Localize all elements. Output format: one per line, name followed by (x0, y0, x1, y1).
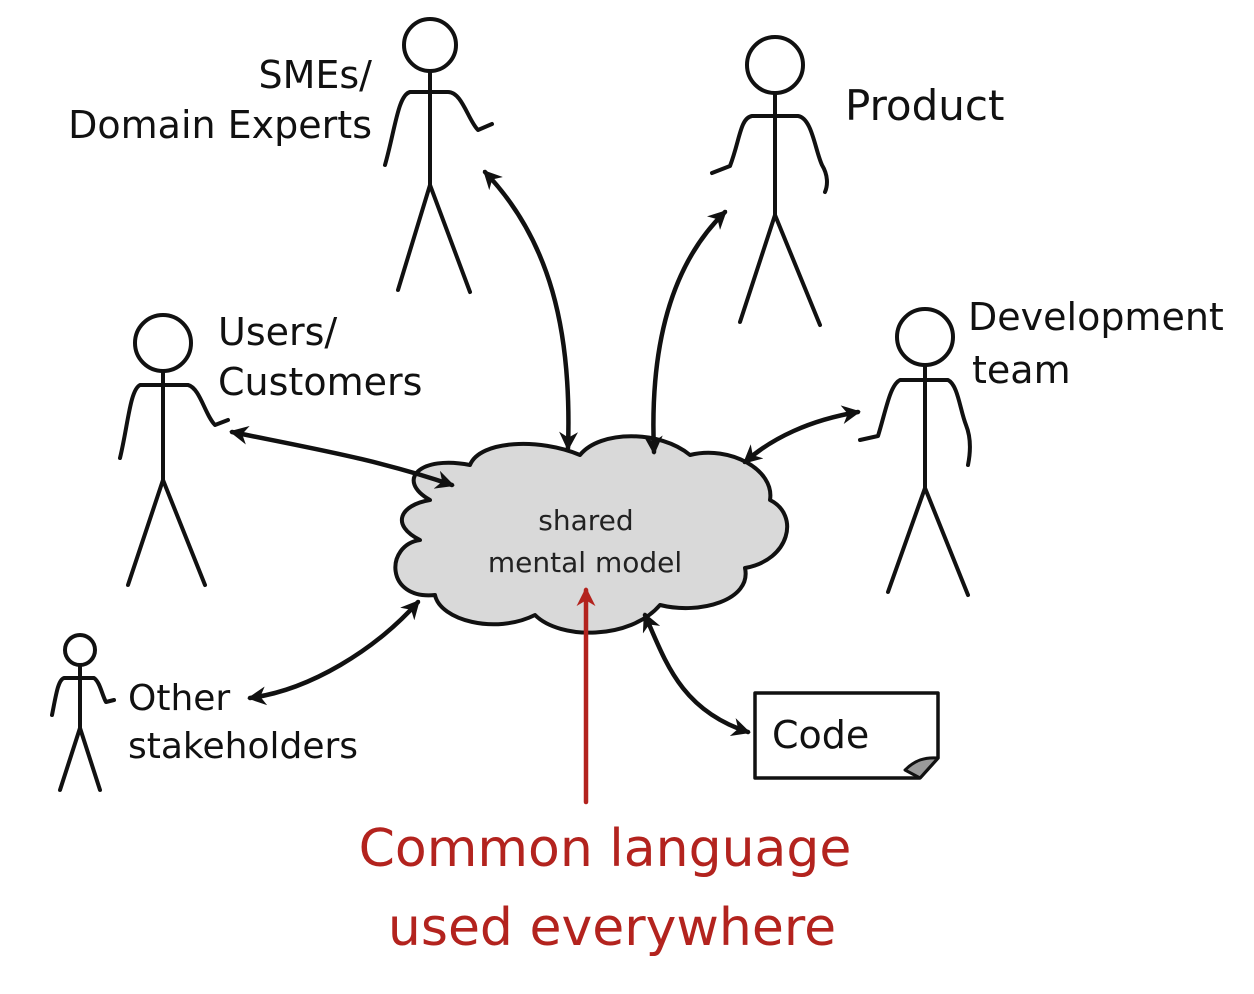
head-product (745, 35, 805, 95)
label-dev-team-line-2: team (972, 348, 1071, 392)
arrow-users-cloud (229, 425, 455, 489)
arrow-dev-team-cloud (742, 405, 861, 465)
body-dev-team (858, 363, 972, 597)
code-page: Code (753, 691, 940, 780)
label-product: Product (845, 81, 1004, 130)
body-product (710, 91, 829, 327)
arrows (229, 169, 861, 805)
callout-line-2: used everywhere (388, 898, 836, 958)
label-users-line-1: Users/ (218, 310, 337, 354)
cloud-label-line-1: shared (538, 504, 633, 537)
stick-figure-product (710, 35, 829, 327)
head-users (133, 313, 193, 373)
head-other (63, 633, 97, 667)
label-other-line-1: Other (128, 678, 230, 719)
label-users: Users/ Customers (218, 310, 422, 404)
stick-figure-smes (383, 17, 494, 294)
callout-line-1: Common language (359, 819, 852, 879)
head-dev-team (895, 307, 955, 367)
callout-common-language: Common language used everywhere (359, 819, 852, 958)
label-smes-line-1: SMEs/ (258, 53, 372, 97)
shared-mental-model-cloud: shared mental model (393, 434, 790, 635)
label-other-line-2: stakeholders (128, 726, 358, 767)
arrow-product-cloud (643, 209, 728, 455)
label-dev-team-line-1: Development (968, 295, 1224, 339)
arrow-code-cloud (642, 612, 751, 737)
code-label: Code (772, 713, 869, 757)
cloud-label-line-2: mental model (488, 546, 682, 579)
arrow-other-cloud (247, 599, 421, 706)
stick-figure-users (118, 313, 230, 587)
label-smes: SMEs/ Domain Experts (68, 53, 372, 147)
stick-figure-other (50, 633, 116, 792)
body-smes (383, 69, 494, 294)
body-other (50, 663, 116, 792)
label-smes-line-2: Domain Experts (68, 103, 372, 147)
body-users (118, 369, 230, 587)
stick-figure-dev-team (858, 307, 972, 597)
label-dev-team: Development team (968, 295, 1224, 392)
code-page-fold (903, 756, 940, 780)
head-smes (402, 17, 458, 73)
arrow-smes-cloud (482, 169, 578, 451)
label-users-line-2: Customers (218, 360, 422, 404)
label-other: Other stakeholders (128, 678, 358, 767)
